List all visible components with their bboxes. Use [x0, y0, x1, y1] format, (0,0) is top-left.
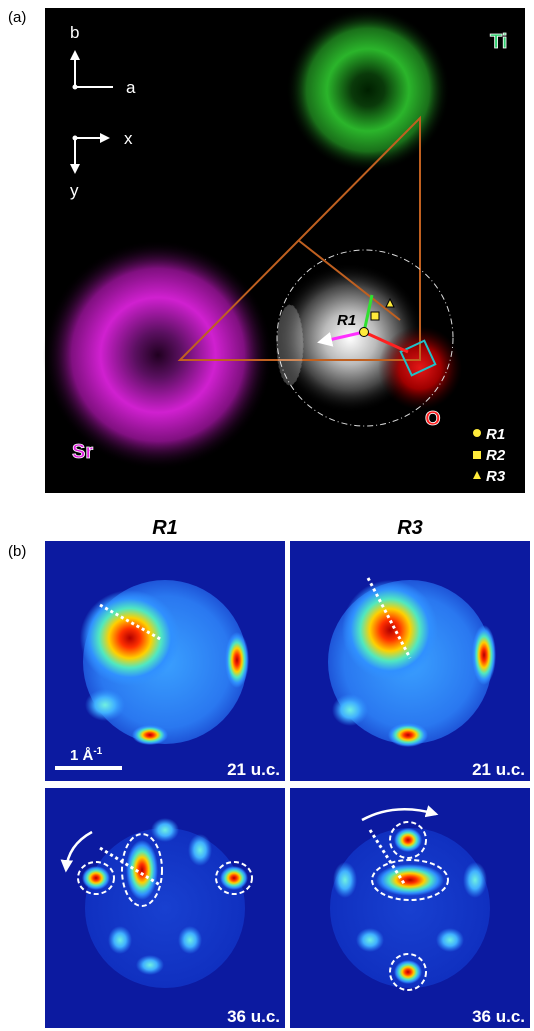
- column-title: R1: [152, 517, 178, 539]
- intensity: [472, 625, 496, 685]
- intensity: [394, 828, 422, 852]
- intensity: [82, 866, 110, 890]
- intensity: [463, 862, 487, 898]
- thickness: 21 u.c.: [227, 760, 280, 779]
- column-title: R3: [397, 517, 423, 539]
- panel-label: (b): [8, 543, 26, 560]
- legend-symbol: [473, 451, 481, 459]
- shaded-region: [277, 305, 303, 385]
- pattern-tile: 21 u.c.: [290, 541, 530, 781]
- intensity: [394, 960, 422, 984]
- intensity: [151, 818, 179, 842]
- intensity: [178, 926, 202, 954]
- r1-marker: [360, 328, 369, 337]
- axis-label: b: [70, 23, 79, 42]
- probe-label: R1: [337, 312, 356, 329]
- legend-label: R1: [486, 426, 505, 443]
- thickness: 36 u.c.: [472, 1007, 525, 1026]
- intensity: [80, 590, 180, 686]
- intensity: [332, 694, 368, 726]
- intensity: [136, 955, 164, 975]
- axis-origin: [73, 136, 78, 141]
- intensity: [108, 926, 132, 954]
- disk: [85, 828, 245, 988]
- intensity: [376, 864, 444, 896]
- thickness: 21 u.c.: [472, 760, 525, 779]
- axis-label: y: [70, 181, 79, 200]
- axis-label: a: [126, 78, 136, 97]
- intensity: [188, 834, 212, 866]
- intensity: [333, 862, 357, 898]
- pattern-tile: 1 Å-1 21 u.c.: [45, 541, 285, 781]
- intensity: [225, 632, 249, 688]
- figure: (a) R1 b a x y Ti Sr O R1 R2 R3 (b) R1 R…: [0, 0, 534, 1031]
- legend-symbol: [473, 429, 481, 437]
- thickness: 36 u.c.: [227, 1007, 280, 1026]
- axis-origin: [73, 85, 78, 90]
- r2-marker: [371, 312, 379, 320]
- intensity: [342, 580, 438, 680]
- scale-value: 1 Å: [70, 747, 94, 764]
- intensity: [388, 723, 428, 747]
- intensity: [85, 689, 125, 721]
- intensity: [436, 928, 464, 952]
- atom-label: O: [425, 408, 441, 430]
- intensity: [132, 725, 168, 745]
- atom-label: Ti: [490, 31, 507, 53]
- legend-label: R2: [486, 447, 506, 464]
- legend-label: R3: [486, 468, 506, 485]
- pattern-tile: 36 u.c.: [290, 788, 530, 1028]
- intensity: [220, 866, 248, 890]
- panel-label: (a): [8, 9, 26, 26]
- intensity: [126, 840, 158, 900]
- page: {"panel_a": {"label": "(a)", "axis_b": "…: [0, 0, 534, 1031]
- scale-exponent: -1: [93, 746, 102, 757]
- intensity: [356, 928, 384, 952]
- axis-label: x: [124, 129, 133, 148]
- atom-label: Sr: [72, 441, 93, 463]
- ti-atom: [286, 8, 450, 172]
- sr-atom: [43, 240, 273, 470]
- pattern-tile: 36 u.c.: [45, 788, 285, 1028]
